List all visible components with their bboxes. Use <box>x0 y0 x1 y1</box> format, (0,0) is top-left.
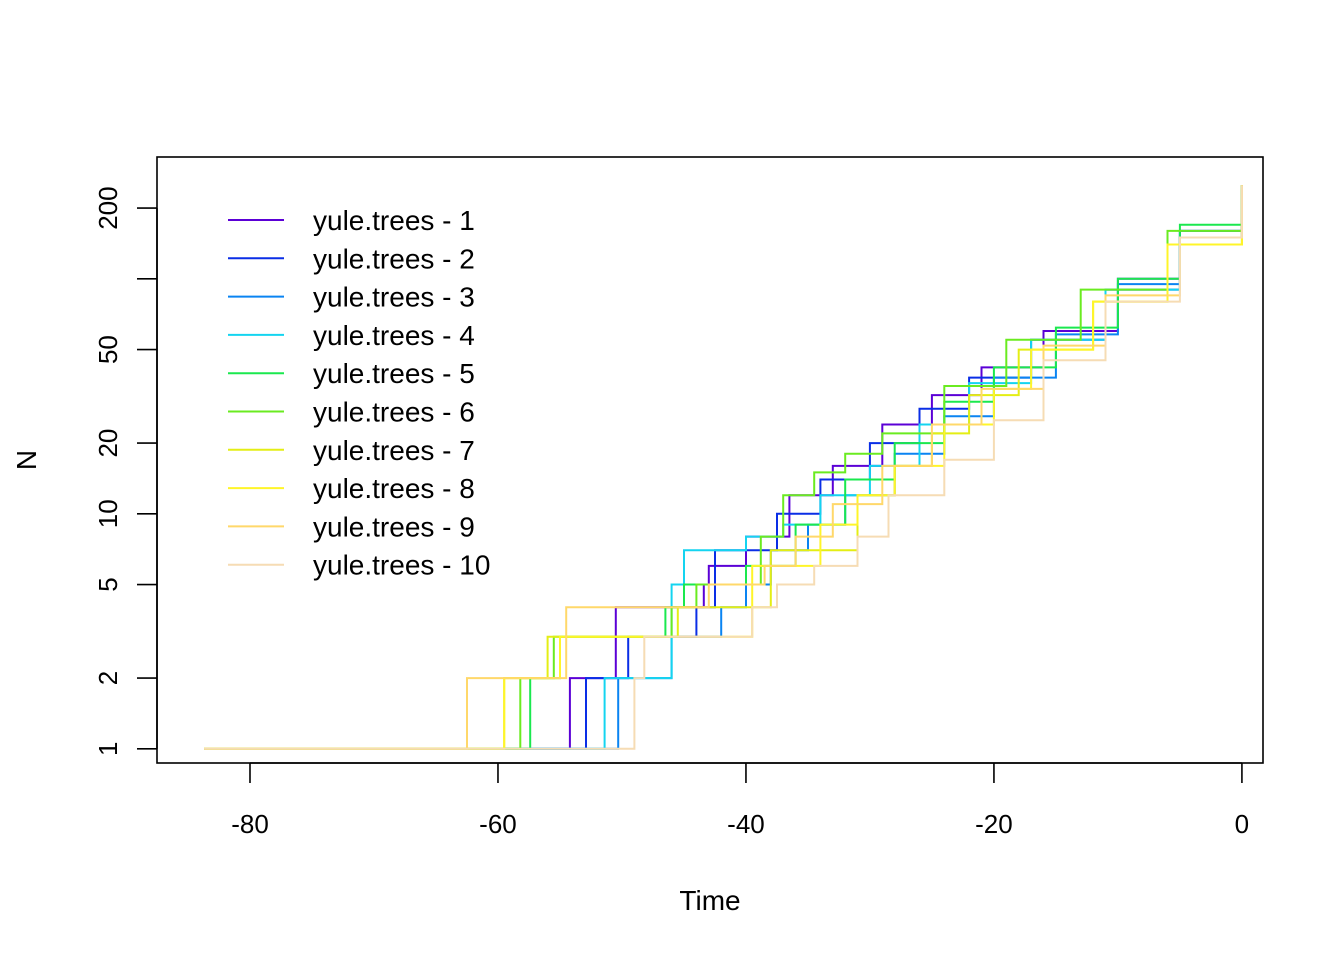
series-line-10 <box>204 185 1243 750</box>
legend-label: yule.trees - 6 <box>313 397 475 428</box>
y-tick-label: 2 <box>93 671 123 685</box>
legend-label: yule.trees - 1 <box>313 205 475 236</box>
legend-label: yule.trees - 2 <box>313 243 475 274</box>
y-tick-label: 10 <box>93 499 123 528</box>
legend-label: yule.trees - 9 <box>313 511 475 542</box>
y-tick-label: 1 <box>93 742 123 756</box>
legend-label: yule.trees - 3 <box>313 282 475 313</box>
legend: yule.trees - 1 yule.trees - 2 yule.trees -… <box>228 205 490 581</box>
y-tick-label: 5 <box>93 577 123 591</box>
legend-label: yule.trees - 4 <box>313 320 475 351</box>
x-tick-label: 0 <box>1235 809 1249 839</box>
legend-label: yule.trees - 10 <box>313 550 490 581</box>
y-axis-label: N <box>11 450 42 470</box>
x-tick-label: -80 <box>231 809 269 839</box>
y-tick-label: 200 <box>93 186 123 229</box>
x-axis: -80 -60 -40 -20 0 <box>231 762 1249 839</box>
legend-label: yule.trees - 7 <box>313 435 475 466</box>
y-tick-label: 50 <box>93 335 123 364</box>
legend-label: yule.trees - 5 <box>313 358 475 389</box>
legend-label: yule.trees - 8 <box>313 473 475 504</box>
y-tick-label: 20 <box>93 429 123 458</box>
x-tick-label: -40 <box>727 809 765 839</box>
x-tick-label: -20 <box>975 809 1013 839</box>
x-axis-label: Time <box>679 885 740 916</box>
y-axis: 1 2 5 10 20 50 200 <box>93 186 158 756</box>
x-tick-label: -60 <box>479 809 517 839</box>
series-layer <box>204 185 1243 750</box>
